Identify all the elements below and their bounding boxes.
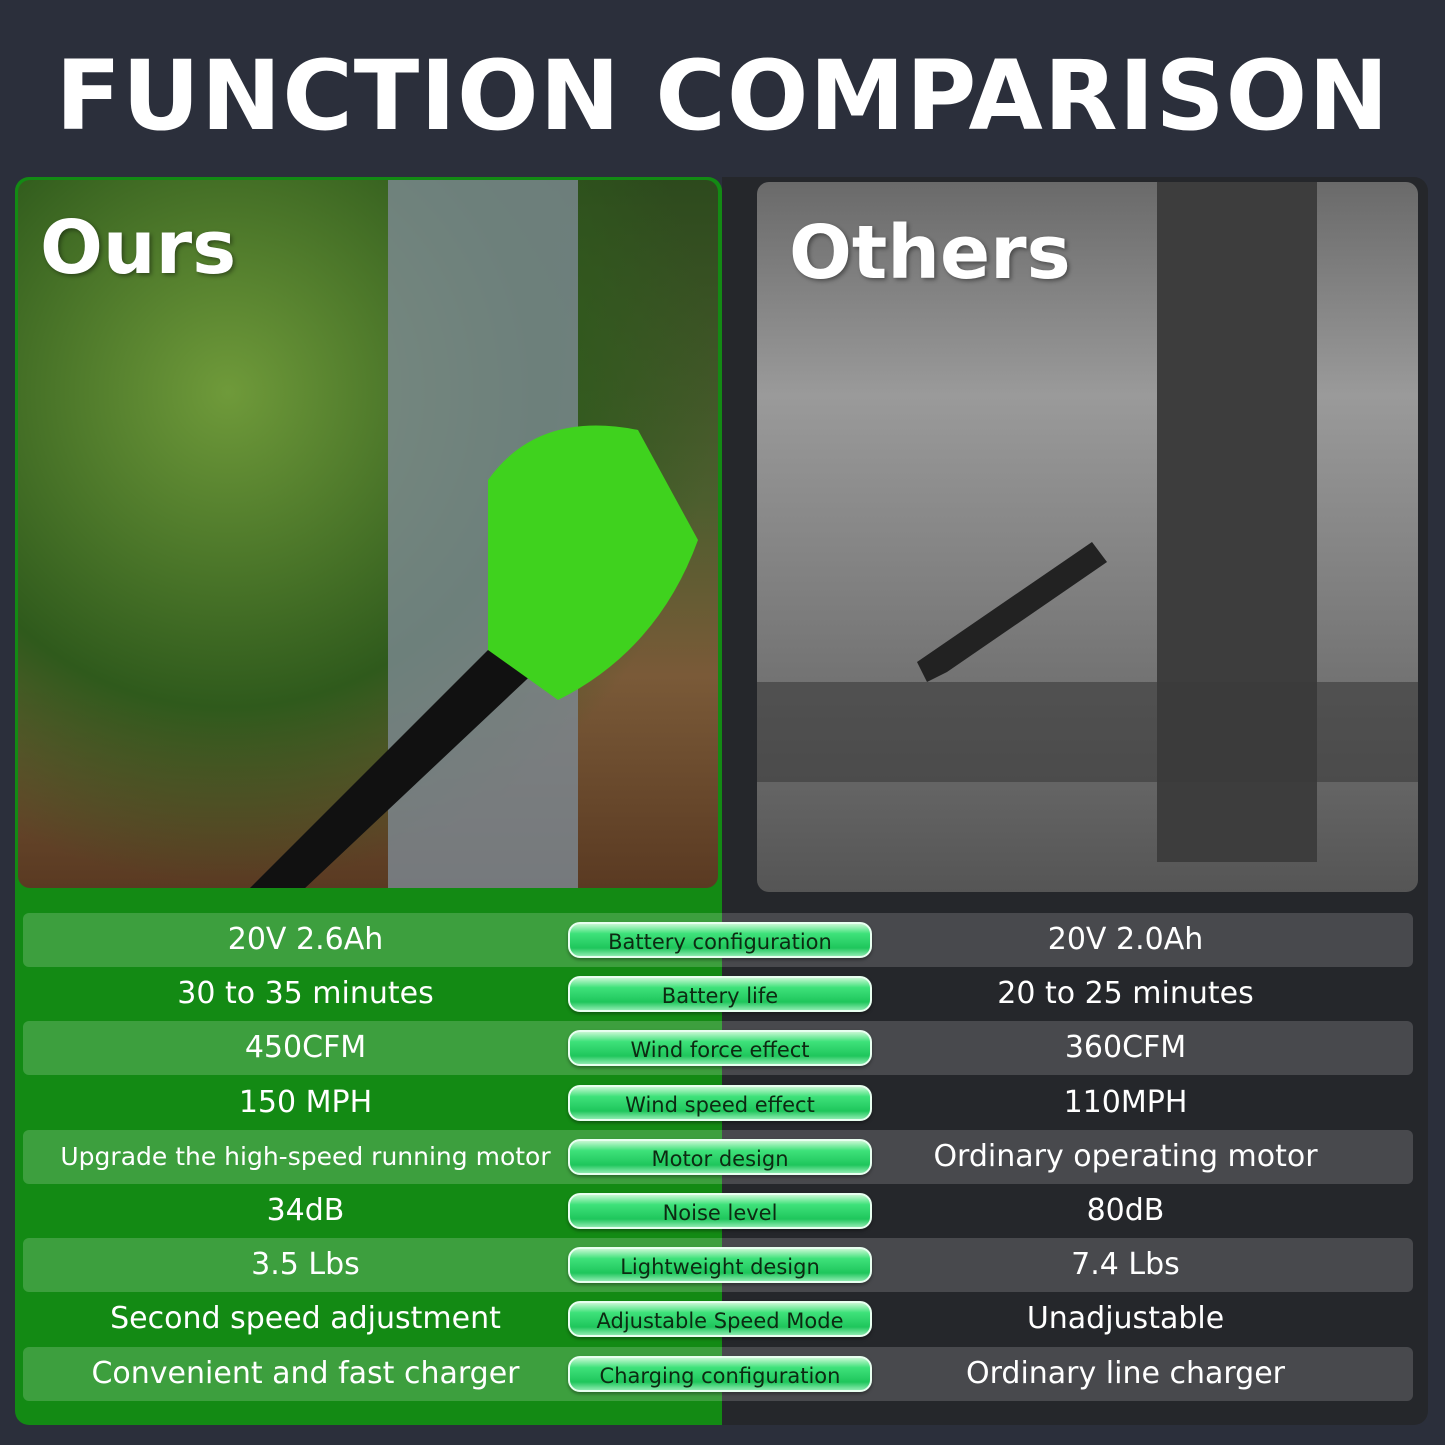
ours-value: 450CFM: [244, 1030, 367, 1066]
leaf-blower-gray-illustration: [757, 182, 1418, 862]
feature-label: Battery configuration: [568, 922, 872, 958]
ours-value: Convenient and fast charger: [91, 1355, 520, 1391]
comparison-row: 3.5 Lbs Lightweight design 7.4 Lbs: [23, 1238, 1413, 1293]
others-value: Unadjustable: [1026, 1301, 1225, 1337]
others-value: 360CFM: [1064, 1030, 1187, 1066]
feature-label: Adjustable Speed Mode: [568, 1301, 872, 1338]
others-value: Ordinary line charger: [965, 1355, 1286, 1391]
feature-label: Lightweight design: [568, 1247, 872, 1284]
others-value: 110MPH: [1063, 1084, 1188, 1120]
ours-value: 34dB: [266, 1193, 345, 1228]
feature-label: Noise level: [568, 1193, 872, 1229]
comparison-row: 450CFM Wind force effect 360CFM: [23, 1021, 1413, 1076]
comparison-row: 20V 2.6Ah Battery configuration 20V 2.0Ah: [23, 913, 1413, 967]
ours-value: Upgrade the high-speed running motor: [60, 1141, 551, 1171]
ours-value: 3.5 Lbs: [251, 1247, 360, 1283]
others-value: Ordinary operating motor: [933, 1138, 1318, 1174]
comparison-row: 30 to 35 minutes Battery life 20 to 25 min…: [23, 967, 1413, 1021]
feature-label: Wind force effect: [568, 1030, 872, 1067]
comparison-row: Convenient and fast charger Charging conf…: [23, 1346, 1413, 1401]
others-value: 7.4 Lbs: [1071, 1247, 1180, 1283]
ours-value: 30 to 35 minutes: [177, 976, 434, 1012]
feature-label: Motor design: [568, 1138, 872, 1175]
others-label: Others: [789, 210, 1071, 296]
ours-product-photo: Ours: [18, 180, 718, 888]
feature-label: Charging configuration: [568, 1355, 872, 1392]
ours-label: Ours: [40, 205, 237, 291]
ours-value: 20V 2.6Ah: [227, 922, 384, 957]
comparison-row: 34dB Noise level 80dB: [23, 1184, 1413, 1238]
comparison-row: Second speed adjustment Adjustable Speed …: [23, 1292, 1413, 1346]
leaf-blower-green-illustration: [250, 180, 698, 888]
ours-value: Second speed adjustment: [110, 1301, 501, 1337]
others-value: 80dB: [1086, 1193, 1165, 1228]
page-title: FUNCTION COMPARISON: [55, 40, 1390, 152]
feature-label: Battery life: [568, 976, 872, 1013]
ours-value: 150 MPH: [238, 1084, 373, 1120]
feature-label: Wind speed effect: [568, 1084, 872, 1121]
others-product-photo: Others: [757, 182, 1418, 892]
comparison-row: 150 MPH Wind speed effect 110MPH: [23, 1076, 1413, 1130]
others-value: 20 to 25 minutes: [997, 976, 1254, 1012]
comparison-row: Upgrade the high-speed running motor Moto…: [23, 1129, 1413, 1184]
others-value: 20V 2.0Ah: [1047, 922, 1204, 957]
